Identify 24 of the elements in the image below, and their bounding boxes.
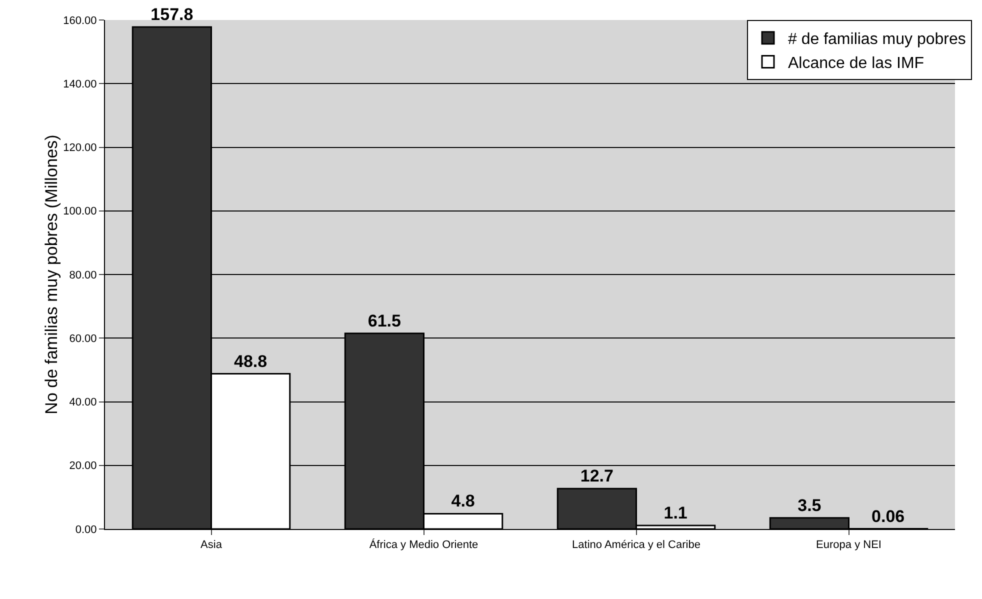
y-tick-label: 160.00: [63, 14, 97, 27]
data-label: 48.8: [234, 352, 268, 371]
data-label: 4.8: [451, 492, 475, 511]
x-tick-label: África y Medio Oriente: [369, 538, 478, 552]
y-tick-label: 120.00: [63, 142, 97, 154]
y-axis-title: No de familias muy pobres (Millones): [42, 134, 62, 414]
data-label: 12.7: [580, 466, 614, 486]
y-tick-label: 100.00: [63, 206, 97, 218]
x-tick-label: Europa y NEI: [816, 539, 882, 552]
y-tick-label: 140.00: [63, 78, 97, 90]
data-label: 157.8: [150, 5, 194, 24]
x-tick-label: Asia: [200, 539, 223, 552]
data-label: 61.5: [368, 311, 401, 330]
y-tick-label: 80.00: [69, 269, 97, 282]
legend-label: # de familias muy pobres: [788, 31, 966, 48]
y-tick-label: 20.00: [69, 460, 97, 472]
data-label: 1.1: [664, 504, 688, 522]
data-label: 3.5: [798, 496, 822, 515]
y-tick-label: 60.00: [69, 332, 97, 345]
data-label: 0.06: [872, 506, 905, 526]
y-tick-label: 40.00: [69, 396, 97, 409]
legend-label: Alcance de las IMF: [788, 54, 924, 72]
x-tick-label: Latino América y el Caribe: [572, 539, 700, 552]
y-tick-label: 0.00: [75, 524, 97, 536]
